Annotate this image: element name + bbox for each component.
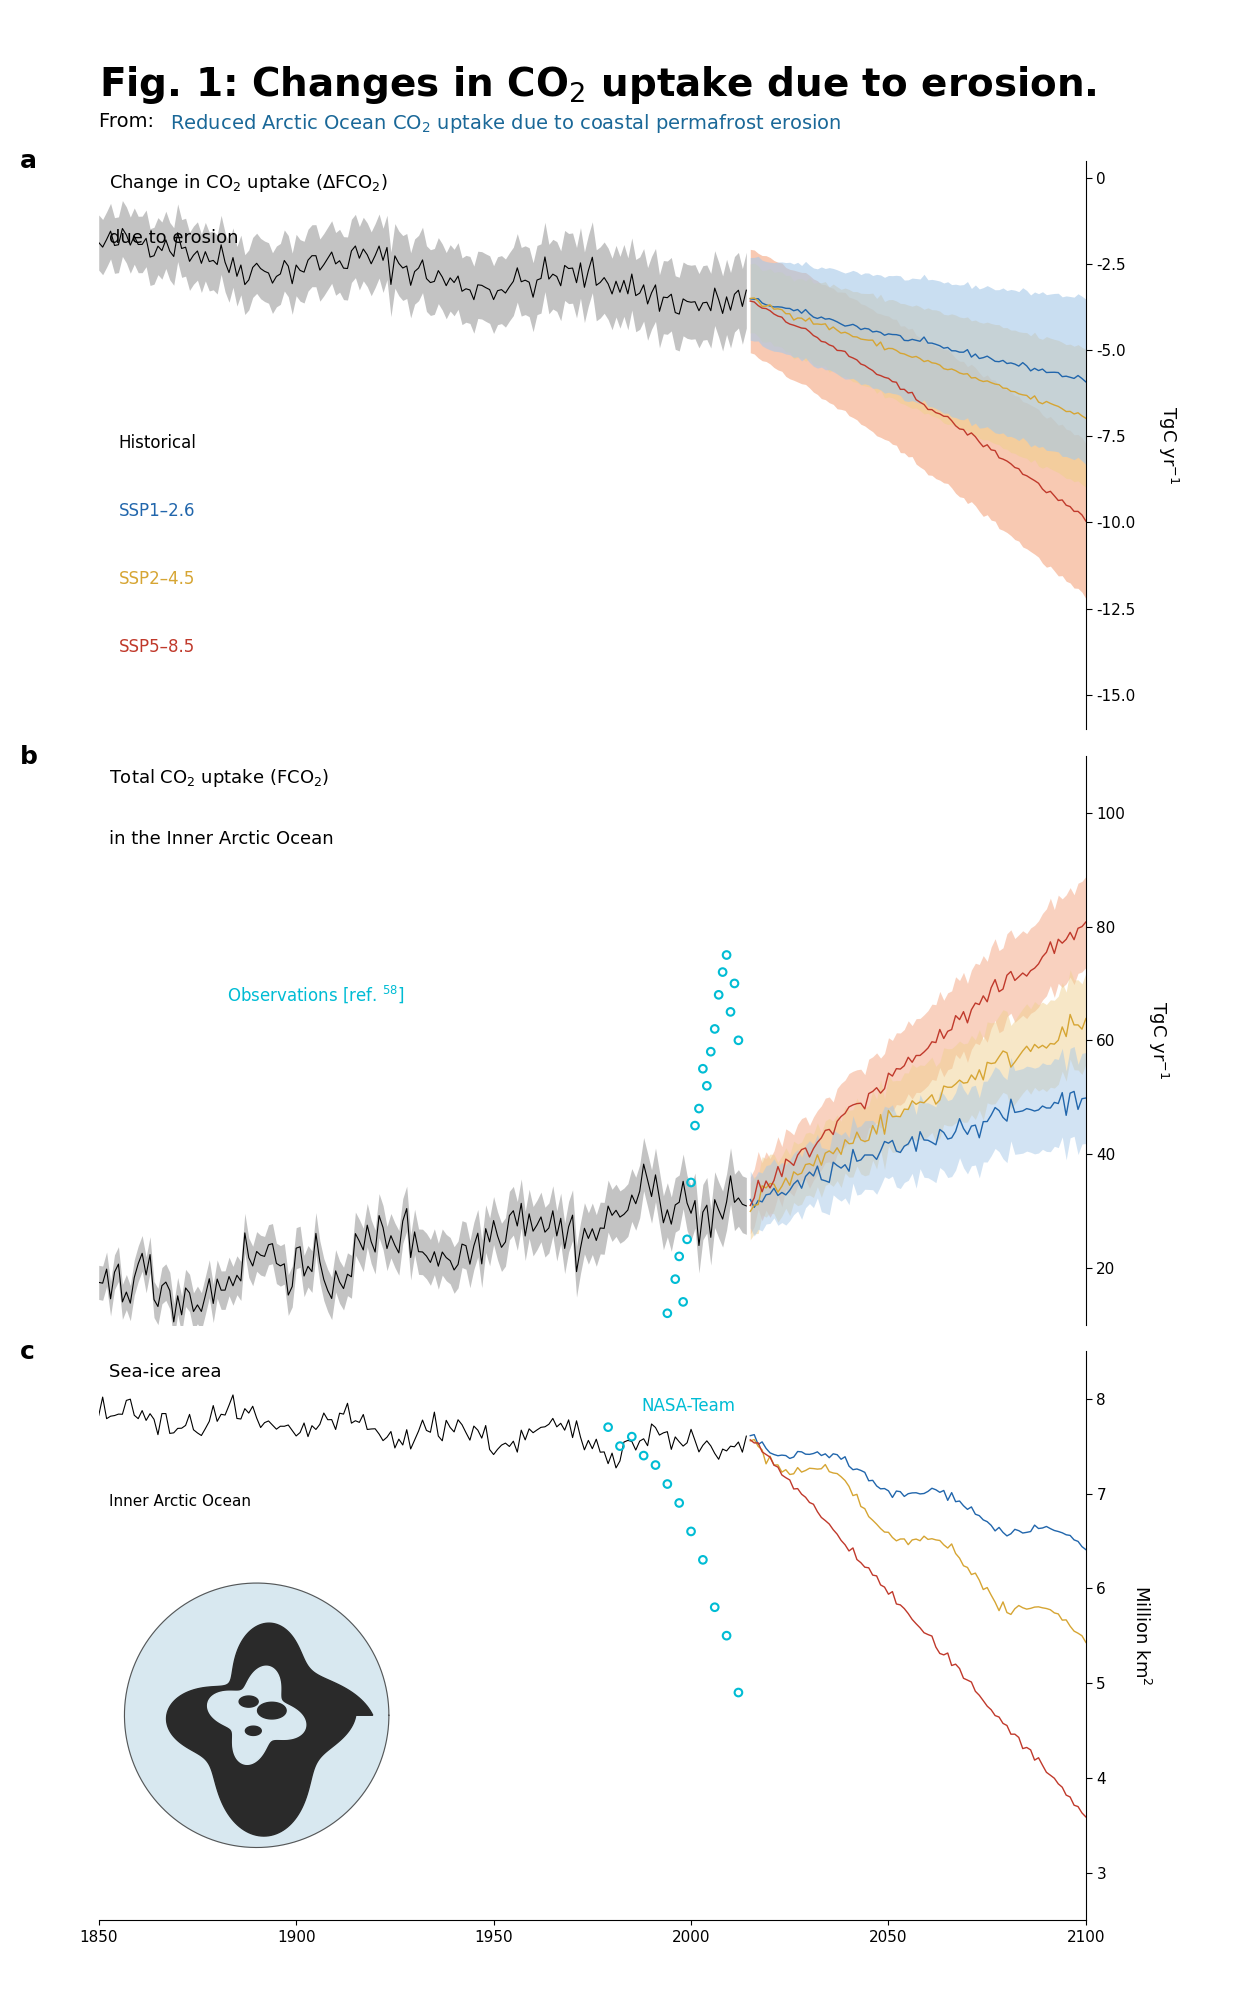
Point bbox=[674, 1286, 694, 1318]
Point bbox=[724, 968, 744, 1000]
Text: c: c bbox=[20, 1340, 35, 1364]
Point bbox=[713, 956, 733, 988]
Point bbox=[622, 1420, 642, 1452]
Text: SSP2–4.5: SSP2–4.5 bbox=[118, 570, 195, 588]
Text: SSP5–8.5: SSP5–8.5 bbox=[118, 638, 195, 656]
Point bbox=[705, 1012, 724, 1044]
Text: a: a bbox=[20, 150, 37, 174]
Point bbox=[669, 1240, 689, 1272]
Point bbox=[645, 1450, 665, 1482]
Point bbox=[708, 978, 728, 1010]
Point bbox=[669, 1486, 689, 1518]
Text: Sea-ice area: Sea-ice area bbox=[109, 1362, 221, 1380]
Y-axis label: TgC yr$^{-1}$: TgC yr$^{-1}$ bbox=[1146, 1002, 1170, 1080]
Point bbox=[717, 940, 737, 972]
Point bbox=[598, 1412, 618, 1444]
Point bbox=[634, 1440, 654, 1472]
Text: in the Inner Arctic Ocean: in the Inner Arctic Ocean bbox=[109, 830, 333, 848]
Point bbox=[717, 1620, 737, 1652]
Text: Fig. 1: Changes in CO$_2$ uptake due to erosion.: Fig. 1: Changes in CO$_2$ uptake due to … bbox=[99, 64, 1097, 106]
Point bbox=[697, 1070, 717, 1102]
Point bbox=[665, 1264, 685, 1296]
Y-axis label: Million km$^2$: Million km$^2$ bbox=[1132, 1586, 1151, 1686]
Point bbox=[694, 1052, 713, 1084]
Point bbox=[705, 1592, 724, 1624]
Text: Historical: Historical bbox=[118, 434, 196, 452]
Point bbox=[681, 1516, 701, 1548]
Point bbox=[658, 1468, 677, 1500]
Text: Inner Arctic Ocean: Inner Arctic Ocean bbox=[109, 1494, 251, 1508]
Text: due to erosion: due to erosion bbox=[109, 228, 238, 246]
Y-axis label: TgC yr$^{-1}$: TgC yr$^{-1}$ bbox=[1156, 406, 1181, 484]
Point bbox=[681, 1166, 701, 1198]
Point bbox=[689, 1092, 708, 1124]
Point bbox=[677, 1224, 697, 1256]
Text: From:: From: bbox=[99, 112, 160, 130]
Text: Total CO$_2$ uptake (FCO$_2$): Total CO$_2$ uptake (FCO$_2$) bbox=[109, 768, 329, 790]
Text: SSP1–2.6: SSP1–2.6 bbox=[118, 502, 195, 520]
Text: Change in CO$_2$ uptake ($\Delta$FCO$_2$): Change in CO$_2$ uptake ($\Delta$FCO$_2$… bbox=[109, 172, 387, 194]
Point bbox=[610, 1430, 629, 1462]
Text: NASA-Team: NASA-Team bbox=[642, 1396, 735, 1414]
Text: Reduced Arctic Ocean CO$_2$ uptake due to coastal permafrost erosion: Reduced Arctic Ocean CO$_2$ uptake due t… bbox=[170, 112, 842, 134]
Point bbox=[701, 1036, 721, 1068]
Text: Observations [ref. $^{58}$]: Observations [ref. $^{58}$] bbox=[227, 984, 405, 1006]
Point bbox=[721, 996, 740, 1028]
Point bbox=[694, 1544, 713, 1576]
Text: b: b bbox=[20, 744, 37, 768]
Point bbox=[658, 1298, 677, 1330]
Point bbox=[685, 1110, 705, 1142]
Point bbox=[728, 1024, 748, 1056]
Point bbox=[728, 1676, 748, 1708]
